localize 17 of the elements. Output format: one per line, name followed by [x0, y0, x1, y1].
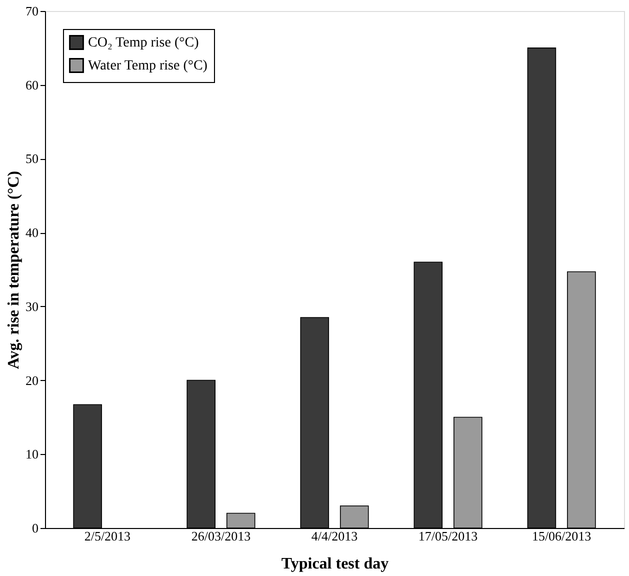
x-tick-label: 2/5/2013: [84, 528, 131, 544]
x-axis-title: Typical test day: [281, 556, 389, 572]
y-tick-label: 0: [32, 520, 38, 536]
x-tick-label: 4/4/2013: [311, 528, 358, 544]
y-tick-label: 60: [26, 77, 38, 92]
x-tick-label: 26/03/2013: [191, 528, 251, 544]
y-tick-label: 30: [26, 298, 38, 314]
y-tick-label: 50: [26, 151, 38, 166]
x-tick-label: 17/05/2013: [418, 528, 478, 544]
y-axis-title: Avg. rise in temperature (°C): [6, 170, 22, 370]
y-tick-label: 20: [26, 372, 38, 388]
y-tick-label: 40: [26, 225, 38, 240]
y-tick-label: 10: [26, 446, 38, 462]
y-tick-label: 70: [26, 4, 38, 18]
legend-label: Water Temp rise (°C): [88, 58, 208, 74]
x-tick-label: 15/06/2013: [532, 528, 592, 544]
legend-label: CO₂ Temp rise (°C): [88, 36, 200, 50]
